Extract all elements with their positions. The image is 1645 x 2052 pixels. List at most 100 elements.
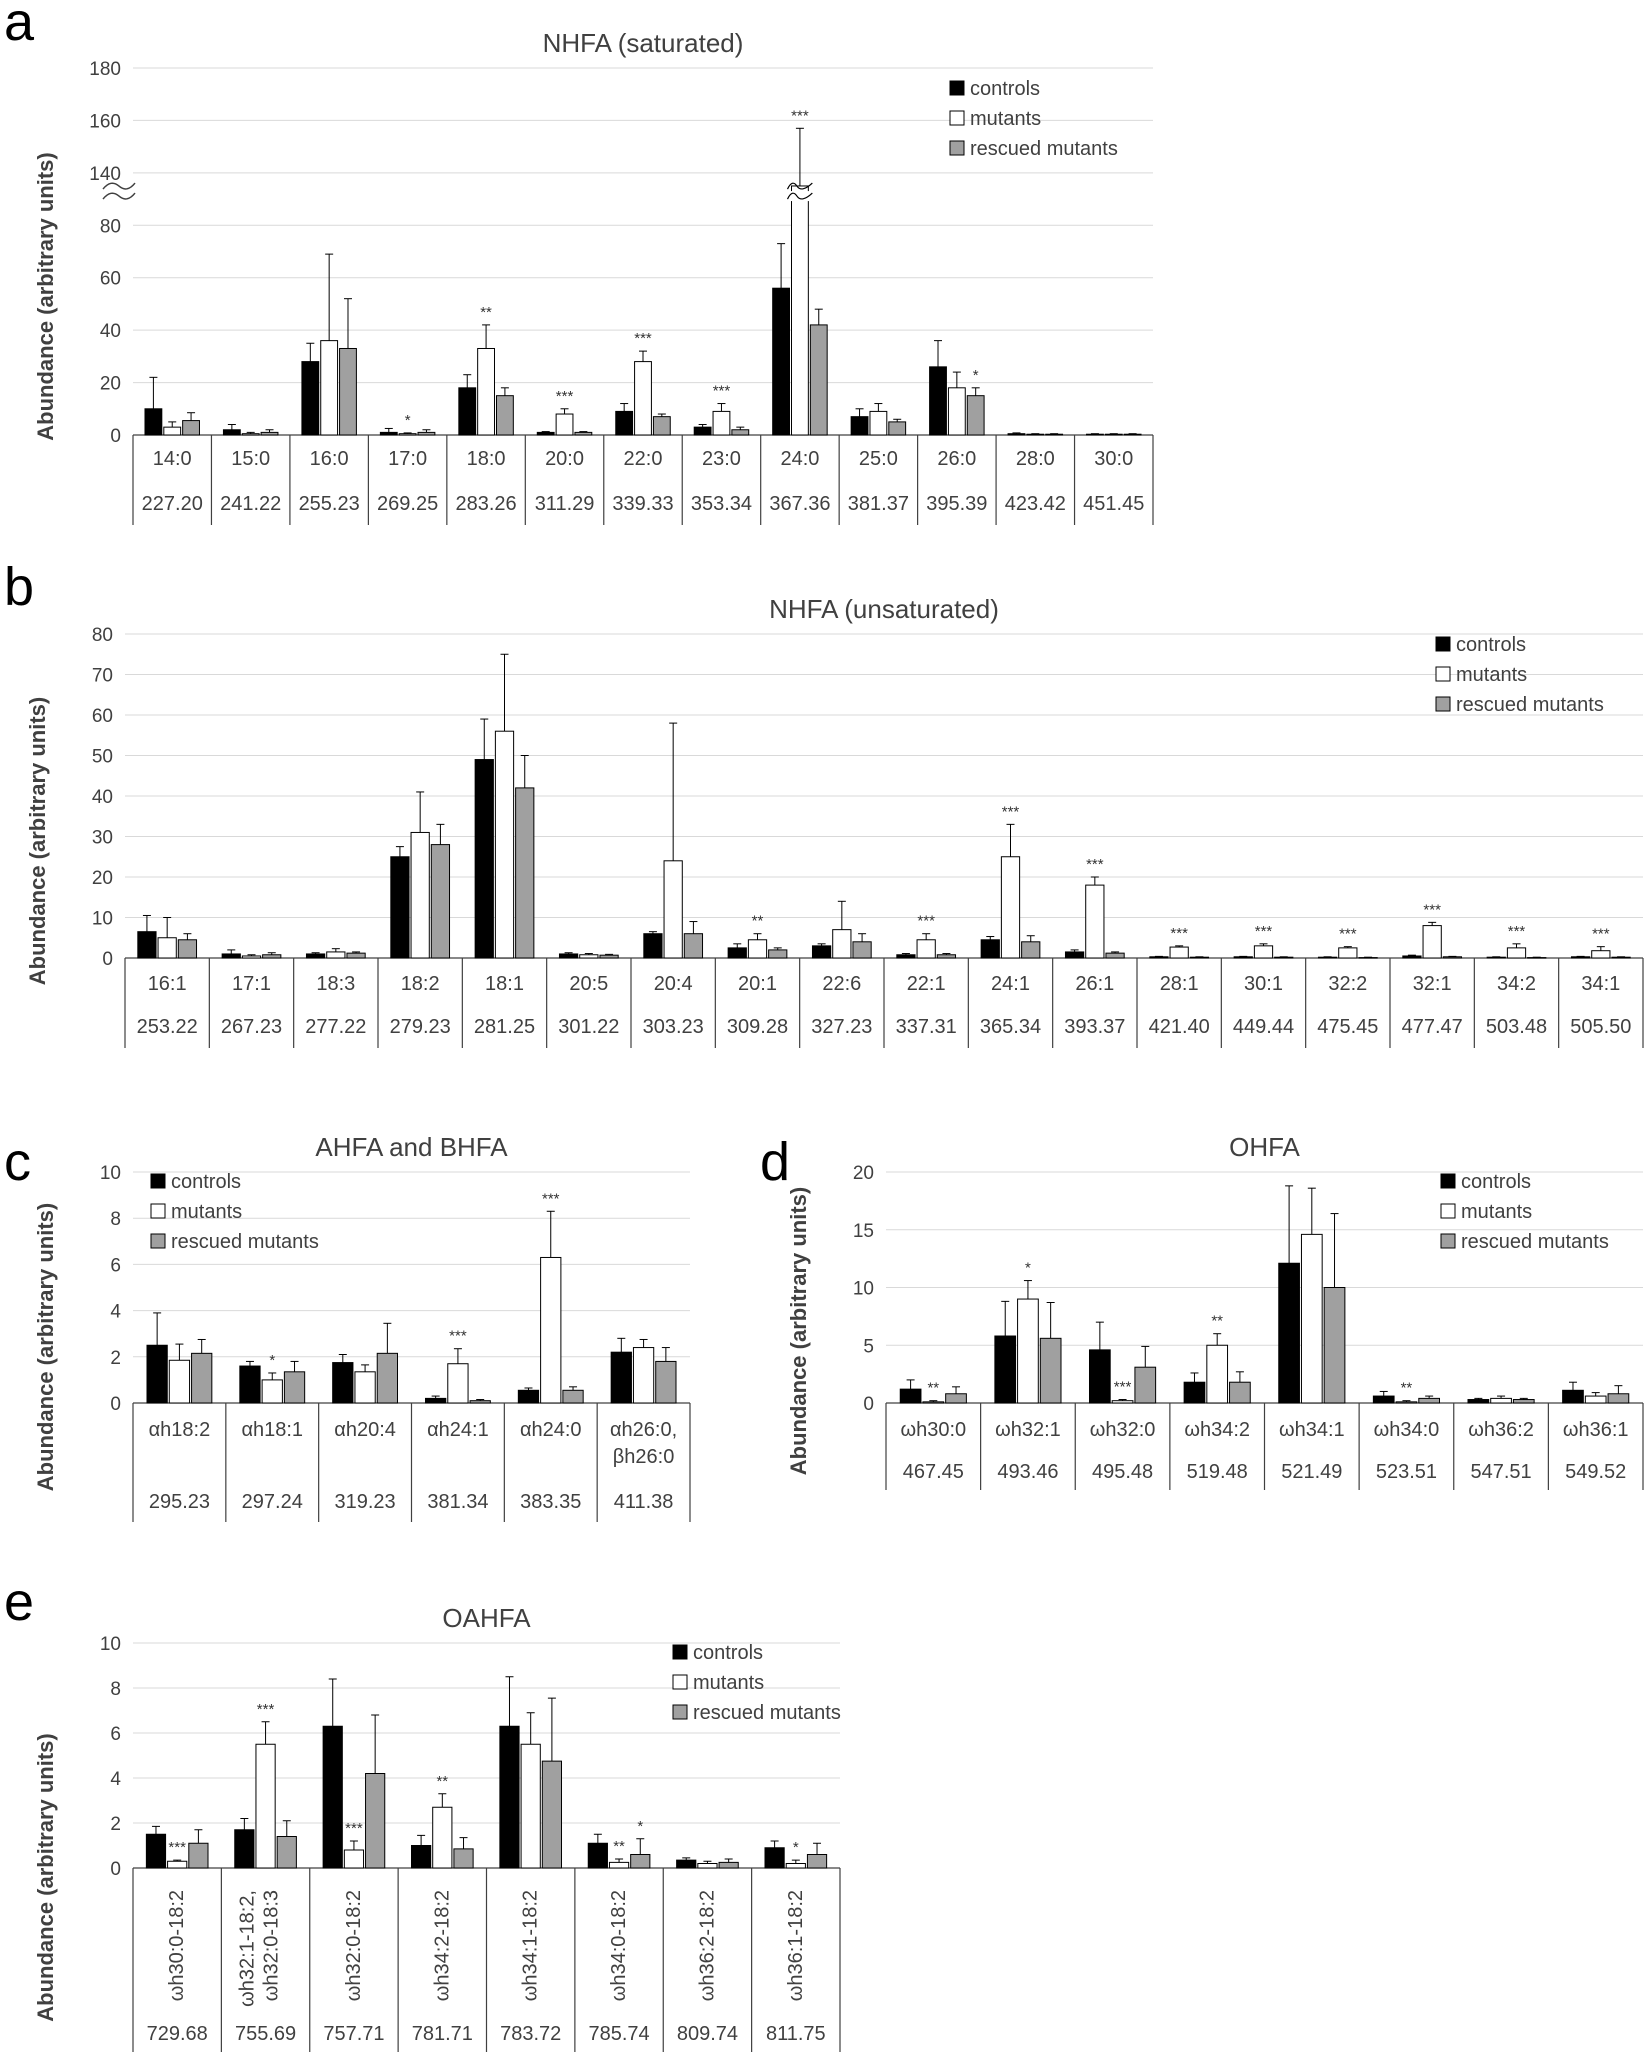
y-tick-label: 0 <box>110 1859 121 1880</box>
legend-label-1: mutants <box>1461 1201 1532 1223</box>
bar-e-1-5 <box>608 1861 630 1869</box>
category-label: 32:1 <box>1413 973 1452 995</box>
y-tick-label: 8 <box>110 1679 121 1700</box>
bar-b-2-2 <box>346 952 366 959</box>
bar-d-1-7 <box>1584 1395 1607 1404</box>
category-label: 26:1 <box>1075 973 1114 995</box>
significance-marker: *** <box>1114 1379 1132 1396</box>
bar-b-0-8 <box>811 945 832 959</box>
category-label: ωh34:0-18:2 <box>608 1890 630 2001</box>
mz-label: 353.34 <box>691 493 752 515</box>
bar-a-1-6 <box>634 361 652 436</box>
mz-label: 339.33 <box>612 493 673 515</box>
bar-e-1-7 <box>785 1863 806 1869</box>
mz-label: 811.75 <box>766 2023 826 2045</box>
significance-marker: * <box>269 1352 275 1369</box>
y-tick-label: 4 <box>110 1302 121 1323</box>
y-tick-label: 2 <box>110 1348 121 1369</box>
category-label: 30:1 <box>1244 973 1283 995</box>
category-label: 17:0 <box>388 448 427 470</box>
legend-swatch-1 <box>672 1674 688 1690</box>
mz-label: 547.51 <box>1470 1461 1531 1483</box>
bar-a-1-8 <box>791 185 809 436</box>
category-label: ωh32:1 <box>995 1419 1061 1441</box>
bar-a-2-11 <box>1045 433 1064 436</box>
significance-marker: *** <box>791 107 809 124</box>
category-label: 24:1 <box>991 973 1030 995</box>
bar-e-1-1 <box>255 1743 276 1869</box>
bar-b-0-10 <box>980 939 1000 959</box>
category-label-line: 20:4 <box>654 973 693 995</box>
category-label-line: ωh34:0 <box>1374 1419 1440 1441</box>
y-tick-label: 10 <box>92 909 113 930</box>
bar-b-1-15 <box>1422 925 1442 959</box>
mz-label: 757.71 <box>323 2023 384 2045</box>
category-label-line: ωh34:2-18:2 <box>431 1890 453 2001</box>
bar-a-1-7 <box>712 410 731 436</box>
category-label: 28:0 <box>1016 448 1055 470</box>
bar-b-0-12 <box>1149 956 1169 959</box>
category-label-line: 32:2 <box>1328 973 1367 995</box>
category-label: 14:0 <box>153 448 192 470</box>
bar-e-1-6 <box>697 1863 718 1869</box>
bar-b-1-12 <box>1169 946 1189 959</box>
bar-d-2-4 <box>1323 1287 1346 1404</box>
bar-c-2-0 <box>191 1352 213 1404</box>
mz-label: 365.34 <box>980 1016 1041 1038</box>
mz-label: 411.38 <box>614 1491 674 1513</box>
significance-marker: *** <box>1508 923 1526 940</box>
bar-d-0-5 <box>1372 1395 1395 1404</box>
mz-label: 519.48 <box>1187 1461 1248 1483</box>
bar-c-0-3 <box>424 1397 447 1404</box>
mz-label: 421.40 <box>1149 1016 1210 1038</box>
category-label: αh24:1 <box>427 1419 489 1441</box>
bar-d-1-2 <box>1111 1400 1134 1404</box>
category-label-line: ωh32:1-18:2, <box>237 1890 259 2007</box>
y-tick-label: 6 <box>110 1255 121 1276</box>
mz-label: 523.51 <box>1376 1461 1437 1483</box>
legend-swatch-2 <box>1440 1233 1456 1249</box>
bar-c-2-3 <box>469 1400 491 1404</box>
category-label: ωh32:0-18:2 <box>343 1890 365 2001</box>
bar-a-1-12 <box>1104 433 1123 436</box>
significance-marker: * <box>793 1839 799 1856</box>
category-label-line: 34:1 <box>1581 973 1620 995</box>
category-label: ωh30:0-18:2 <box>166 1890 188 2001</box>
y-axis-label: Abundance (arbitrary units) <box>33 152 58 440</box>
legend-swatch-2 <box>949 140 965 156</box>
bar-a-2-5 <box>574 431 593 436</box>
axis-break-gap <box>111 191 133 202</box>
bar-a-0-8 <box>772 287 791 436</box>
category-label: 23:0 <box>702 448 741 470</box>
category-label-line: ωh34:1-18:2 <box>520 1890 542 2001</box>
bar-b-2-1 <box>262 954 282 959</box>
significance-marker: *** <box>917 913 935 930</box>
category-label: 18:1 <box>485 973 524 995</box>
y-tick-label: 10 <box>100 1163 121 1184</box>
bar-b-2-4 <box>515 787 535 959</box>
category-label: ωh32:0 <box>1090 1419 1156 1441</box>
bar-b-1-0 <box>157 937 177 959</box>
mz-label: 451.45 <box>1083 493 1144 515</box>
mz-label: 367.36 <box>769 493 830 515</box>
significance-marker: * <box>405 412 411 429</box>
panel-letter-a: a <box>4 0 35 52</box>
significance-marker: ** <box>436 1773 448 1790</box>
legend-label-1: mutants <box>171 1201 242 1223</box>
mz-label: 395.39 <box>926 493 987 515</box>
bar-e-1-2 <box>343 1849 365 1869</box>
bar-c-0-1 <box>239 1365 261 1404</box>
bar-b-0-7 <box>727 947 747 959</box>
legend-swatch-1 <box>150 1203 166 1219</box>
legend-label-2: rescued mutants <box>1456 694 1604 716</box>
mz-label: 467.45 <box>903 1461 964 1483</box>
bar-b-0-1 <box>221 953 241 959</box>
legend-swatch-0 <box>150 1173 166 1189</box>
bar-c-1-0 <box>168 1359 191 1404</box>
category-label-line: ωh34:1 <box>1279 1419 1345 1441</box>
category-label: ωh34:0 <box>1374 1419 1440 1441</box>
category-label: ωh34:1 <box>1279 1419 1345 1441</box>
category-label-line: 17:1 <box>232 973 271 995</box>
significance-marker: * <box>1025 1260 1031 1277</box>
bar-b-1-3 <box>410 831 430 959</box>
